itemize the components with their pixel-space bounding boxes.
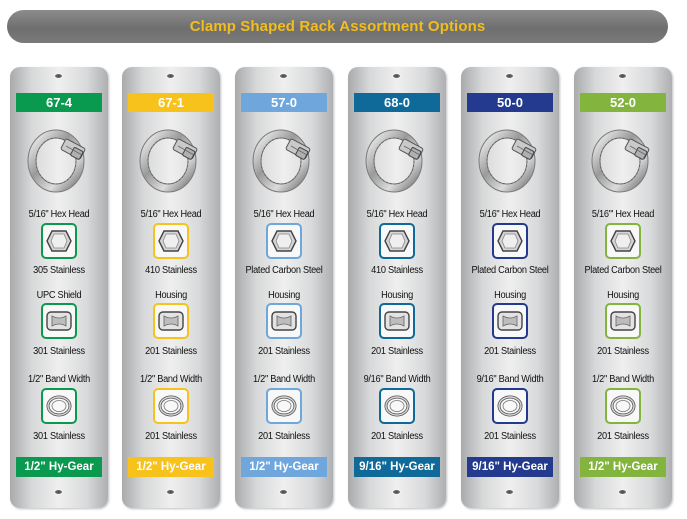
hang-hole (279, 73, 288, 79)
product-code: 68-0 (354, 93, 440, 112)
housing-label: Housing (494, 290, 526, 301)
screw-material: Plated Carbon Steel (584, 265, 662, 276)
band-label: 9/16" Band Width (476, 374, 544, 385)
screw-label: 5/16" Hex Head (253, 209, 315, 220)
hang-hole (392, 489, 401, 495)
band-label: 1/2" Band Width (591, 374, 655, 385)
housing-material: 201 Stainless (484, 346, 536, 357)
product-card-67-1: 67-1 5/16" Hex Head 410 Stainless Housin… (122, 67, 220, 508)
hang-hole (505, 73, 514, 79)
band-icon (492, 388, 528, 424)
housing-icon (41, 303, 77, 339)
product-code: 67-1 (128, 93, 214, 112)
housing-icon (379, 303, 415, 339)
hy-gear-size: 1/2" Hy-Gear (241, 457, 327, 477)
housing-label: Housing (268, 290, 300, 301)
band-material: 201 Stainless (484, 431, 536, 442)
hy-gear-size: 9/16" Hy-Gear (467, 457, 553, 477)
housing-label: Housing (381, 290, 413, 301)
hose-clamp-image (364, 119, 430, 197)
band-material: 201 Stainless (371, 431, 423, 442)
hy-gear-size: 9/16" Hy-Gear (354, 457, 440, 477)
housing-label: Housing (155, 290, 187, 301)
screw-label: 5/16"' Hex Head (591, 209, 655, 220)
screw-label: 5/16" Hex Head (28, 209, 90, 220)
hang-hole (618, 489, 627, 495)
screw-material: 410 Stainless (145, 265, 197, 276)
band-material: 201 Stainless (597, 431, 649, 442)
header-banner: Clamp Shaped Rack Assortment Options (7, 10, 668, 43)
hose-clamp-image (138, 119, 204, 197)
screw-material: Plated Carbon Steel (471, 265, 549, 276)
hose-clamp-image (590, 119, 656, 197)
band-label: 1/2" Band Width (139, 374, 203, 385)
housing-label: Housing (607, 290, 639, 301)
screw-label: 5/16" Hex Head (140, 209, 202, 220)
hang-hole (505, 489, 514, 495)
band-material: 301 Stainless (33, 431, 85, 442)
housing-icon (605, 303, 641, 339)
screw-label: 5/16" Hex Head (479, 209, 541, 220)
band-material: 201 Stainless (258, 431, 310, 442)
product-card-67-4: 67-4 5/16" Hex Head 305 Stainless UPC Sh… (10, 67, 108, 508)
band-label: 9/16" Band Width (363, 374, 431, 385)
housing-label: UPC Shield (36, 290, 82, 301)
band-material: 201 Stainless (145, 431, 197, 442)
housing-material: 201 Stainless (145, 346, 197, 357)
band-icon (266, 388, 302, 424)
hang-hole (618, 73, 627, 79)
product-card-50-0: 50-0 5/16" Hex Head Plated Carbon Steel … (461, 67, 559, 508)
band-icon (153, 388, 189, 424)
product-code: 57-0 (241, 93, 327, 112)
product-card-68-0: 68-0 5/16" Hex Head 410 Stainless Housin… (348, 67, 446, 508)
product-card-57-0: 57-0 5/16" Hex Head Plated Carbon Steel … (235, 67, 333, 508)
housing-icon (492, 303, 528, 339)
band-label: 1/2" Band Width (27, 374, 91, 385)
product-card-52-0: 52-0 5/16"' Hex Head Plated Carbon Steel… (574, 67, 672, 508)
screw-material: 410 Stainless (371, 265, 423, 276)
hex-head-icon (492, 223, 528, 259)
product-code: 50-0 (467, 93, 553, 112)
hang-hole (166, 73, 175, 79)
page-title: Clamp Shaped Rack Assortment Options (189, 18, 486, 35)
screw-material: Plated Carbon Steel (245, 265, 323, 276)
hex-head-icon (41, 223, 77, 259)
hy-gear-size: 1/2" Hy-Gear (16, 457, 102, 477)
hy-gear-size: 1/2" Hy-Gear (580, 457, 666, 477)
housing-icon (153, 303, 189, 339)
hang-hole (54, 73, 63, 79)
hang-hole (54, 489, 63, 495)
band-icon (379, 388, 415, 424)
product-code: 67-4 (16, 93, 102, 112)
hang-hole (166, 489, 175, 495)
band-icon (605, 388, 641, 424)
hex-head-icon (379, 223, 415, 259)
screw-material: 305 Stainless (33, 265, 85, 276)
hang-hole (279, 489, 288, 495)
housing-material: 201 Stainless (371, 346, 423, 357)
band-icon (41, 388, 77, 424)
hose-clamp-image (477, 119, 543, 197)
hex-head-icon (153, 223, 189, 259)
screw-label: 5/16" Hex Head (366, 209, 428, 220)
hex-head-icon (266, 223, 302, 259)
housing-material: 301 Stainless (33, 346, 85, 357)
product-code: 52-0 (580, 93, 666, 112)
housing-material: 201 Stainless (597, 346, 649, 357)
housing-material: 201 Stainless (258, 346, 310, 357)
hy-gear-size: 1/2" Hy-Gear (128, 457, 214, 477)
hang-hole (392, 73, 401, 79)
hex-head-icon (605, 223, 641, 259)
housing-icon (266, 303, 302, 339)
hose-clamp-image (26, 119, 92, 197)
hose-clamp-image (251, 119, 317, 197)
band-label: 1/2" Band Width (252, 374, 316, 385)
